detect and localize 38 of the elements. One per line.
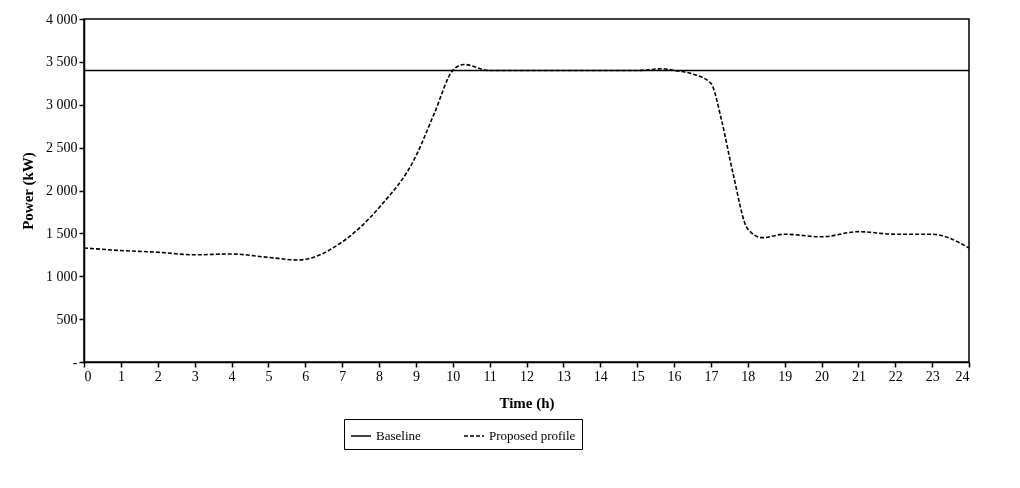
x-tick-label: 4	[228, 368, 236, 384]
y-tick-label: 500	[56, 311, 78, 327]
y-tick-label: 1 500	[46, 225, 78, 241]
y-tick-label: 3 000	[46, 97, 78, 113]
x-tick-label: 22	[888, 368, 903, 384]
x-tick-label: 19	[778, 368, 793, 384]
x-tick-label: 6	[302, 368, 310, 384]
x-tick-label: 2	[154, 368, 162, 384]
x-tick-label: 0	[84, 368, 92, 384]
x-tick-label: 24	[955, 368, 970, 384]
x-tick-label: 12	[520, 368, 534, 384]
x-tick-label: 14	[593, 368, 608, 384]
x-tick-label: 3	[191, 368, 199, 384]
x-tick-label: 5	[265, 368, 273, 384]
legend-label: Proposed profile	[489, 428, 576, 443]
x-tick-label: 16	[667, 368, 682, 384]
x-tick-label: 7	[339, 368, 347, 384]
x-tick-label: 17	[704, 368, 719, 384]
y-tick-label: -	[72, 354, 78, 370]
y-tick-label: 1 000	[46, 268, 78, 284]
x-tick-label: 1	[117, 368, 125, 384]
y-tick-label: 2 500	[46, 140, 78, 156]
x-tick-label: 18	[741, 368, 756, 384]
y-tick-label: 4 000	[46, 11, 78, 27]
y-tick-label: 3 500	[46, 54, 78, 70]
x-tick-label: 21	[851, 368, 866, 384]
x-tick-label: 9	[412, 368, 420, 384]
x-tick-label: 11	[483, 368, 497, 384]
x-tick-label: 10	[446, 368, 461, 384]
y-tick-label: 2 000	[46, 183, 78, 198]
x-tick-label: 8	[376, 368, 383, 384]
x-axis-title: Time (h)	[499, 394, 555, 412]
legend-label: Baseline	[376, 428, 421, 443]
x-tick-label: 15	[630, 368, 645, 384]
x-tick-label: 13	[556, 368, 571, 384]
x-tick-label: 23	[925, 368, 940, 384]
y-axis-title: Power (kW)	[20, 152, 37, 230]
x-tick-label: 20	[815, 368, 829, 384]
